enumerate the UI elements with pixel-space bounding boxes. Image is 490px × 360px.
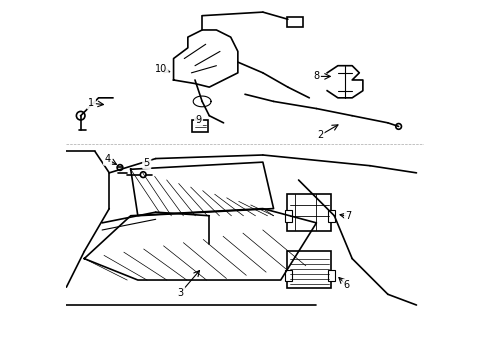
Text: 6: 6 xyxy=(344,280,350,291)
FancyBboxPatch shape xyxy=(285,210,292,222)
FancyBboxPatch shape xyxy=(285,270,292,281)
Text: 5: 5 xyxy=(144,158,150,168)
Text: 8: 8 xyxy=(314,71,319,81)
Text: 2: 2 xyxy=(317,130,323,140)
Text: 9: 9 xyxy=(196,115,201,125)
FancyBboxPatch shape xyxy=(328,270,335,281)
Text: 4: 4 xyxy=(104,154,111,164)
FancyBboxPatch shape xyxy=(287,17,303,27)
FancyBboxPatch shape xyxy=(287,251,331,288)
Text: 3: 3 xyxy=(178,288,184,297)
Text: 7: 7 xyxy=(345,211,352,221)
Text: 1: 1 xyxy=(88,98,95,108)
FancyBboxPatch shape xyxy=(328,210,335,222)
FancyBboxPatch shape xyxy=(287,194,331,231)
Text: 10: 10 xyxy=(155,64,167,74)
FancyBboxPatch shape xyxy=(193,120,208,132)
